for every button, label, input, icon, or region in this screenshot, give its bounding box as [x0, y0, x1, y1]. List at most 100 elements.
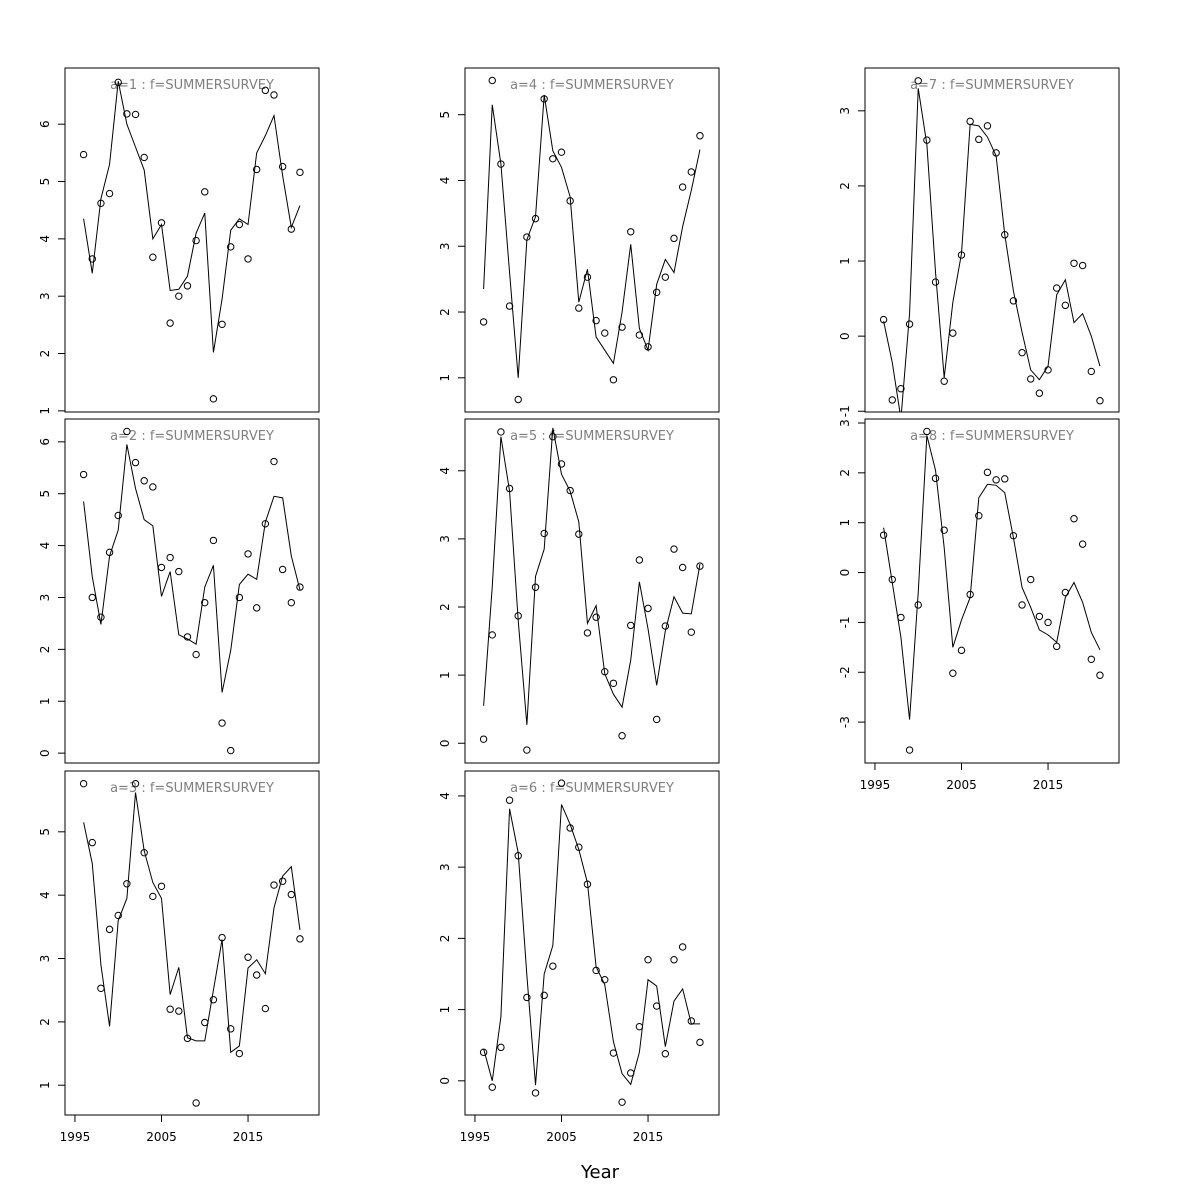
data-point — [661, 273, 670, 281]
data-point — [261, 86, 270, 95]
data-point — [140, 153, 148, 162]
data-point — [983, 468, 992, 477]
data-point — [670, 234, 678, 243]
data-point — [583, 629, 592, 637]
data-point — [175, 292, 183, 300]
data-point — [192, 236, 200, 245]
data-point — [278, 565, 287, 574]
data-point — [149, 253, 157, 261]
data-point — [957, 646, 966, 655]
data-point — [244, 953, 252, 961]
data-point — [931, 278, 940, 286]
data-point — [270, 457, 278, 466]
data-point — [540, 529, 548, 538]
data-point — [557, 460, 566, 468]
data-point — [235, 593, 244, 602]
y-tick-label: 2 — [38, 350, 52, 358]
data-point — [114, 511, 122, 520]
data-point — [1096, 671, 1104, 679]
y-tick-label: 3 — [38, 292, 52, 300]
data-point — [549, 155, 557, 163]
panel: a=2 : f=SUMMERSURVEY 0 1 2 3 4 5 6 — [38, 418, 320, 764]
data-point — [114, 911, 122, 920]
data-point — [905, 746, 914, 754]
y-tick-label: 4 — [38, 542, 52, 550]
y-tick-label: 6 — [38, 120, 52, 128]
data-point — [287, 598, 296, 607]
data-point — [592, 613, 600, 621]
data-point — [1087, 655, 1096, 664]
panel: a=3 : f=SUMMERSURVEY 1 2 3 4 5 1995 2005 2015 — [38, 770, 320, 1144]
data-point — [479, 318, 488, 326]
data-point — [1061, 301, 1070, 310]
data-point — [209, 536, 218, 545]
y-tick-label: 1 — [38, 1081, 52, 1089]
x-tick-label: 1995 — [60, 1130, 91, 1144]
data-point — [696, 1038, 704, 1047]
fitted-line — [83, 444, 301, 693]
data-point — [88, 838, 96, 847]
data-point — [1078, 540, 1087, 548]
data-point — [888, 396, 896, 404]
y-tick-label: 4 — [438, 467, 452, 475]
plot-area — [479, 427, 704, 754]
data-point — [149, 483, 157, 491]
data-point — [940, 526, 948, 534]
data-point — [261, 520, 270, 528]
data-point — [1087, 367, 1096, 376]
x-tick-label: 2005 — [546, 1130, 577, 1144]
y-tick-label: 0 — [38, 749, 52, 757]
panel-title: a=1 : f=SUMMERSURVEY — [110, 78, 274, 93]
fitted-line — [883, 435, 1101, 720]
y-tick-label: -2 — [838, 666, 852, 678]
data-point — [252, 971, 261, 979]
data-point — [497, 1043, 505, 1052]
y-tick-label: 3 — [438, 863, 452, 871]
data-point — [296, 583, 304, 591]
data-point — [227, 746, 235, 755]
data-point — [79, 150, 88, 159]
plot-frame — [864, 67, 1120, 413]
data-point — [488, 76, 496, 85]
data-point — [218, 320, 226, 328]
data-point — [270, 91, 278, 99]
data-point — [914, 601, 922, 609]
data-point — [244, 550, 252, 558]
data-point — [201, 188, 209, 196]
data-point — [557, 779, 566, 787]
data-point — [192, 650, 200, 659]
data-point — [531, 1089, 540, 1097]
data-point — [601, 975, 609, 984]
data-point — [1009, 297, 1018, 305]
y-tick-label: 1 — [438, 374, 452, 382]
y-tick-label: 4 — [438, 177, 452, 185]
data-point — [514, 395, 522, 404]
y-tick-label: 2 — [438, 308, 452, 316]
data-point — [523, 746, 531, 754]
panel: a=1 : f=SUMMERSURVEY 1 2 3 4 5 6 — [38, 67, 320, 415]
plot-area — [79, 779, 304, 1107]
y-tick-label: 3 — [438, 242, 452, 250]
data-point — [914, 77, 922, 85]
data-point — [166, 1005, 174, 1013]
y-tick-label: 2 — [38, 1018, 52, 1026]
data-point — [644, 604, 652, 613]
y-tick-label: 1 — [838, 519, 852, 527]
data-point — [652, 288, 661, 296]
y-tick-label: 1 — [38, 407, 52, 415]
x-axis-title: Year — [580, 1162, 620, 1183]
data-point — [497, 428, 505, 436]
data-point — [635, 331, 644, 339]
data-point — [1027, 575, 1035, 584]
fitted-line — [83, 792, 301, 1054]
data-point — [931, 474, 940, 483]
data-point — [192, 1099, 200, 1107]
panel-title: a=2 : f=SUMMERSURVEY — [110, 429, 274, 444]
x-tick-label: 2005 — [946, 778, 977, 792]
data-point — [97, 613, 105, 621]
data-point — [566, 486, 574, 495]
y-tick-label: -3 — [838, 716, 852, 728]
y-tick-label: 1 — [838, 257, 852, 265]
data-point — [531, 583, 540, 591]
data-point — [949, 669, 957, 677]
